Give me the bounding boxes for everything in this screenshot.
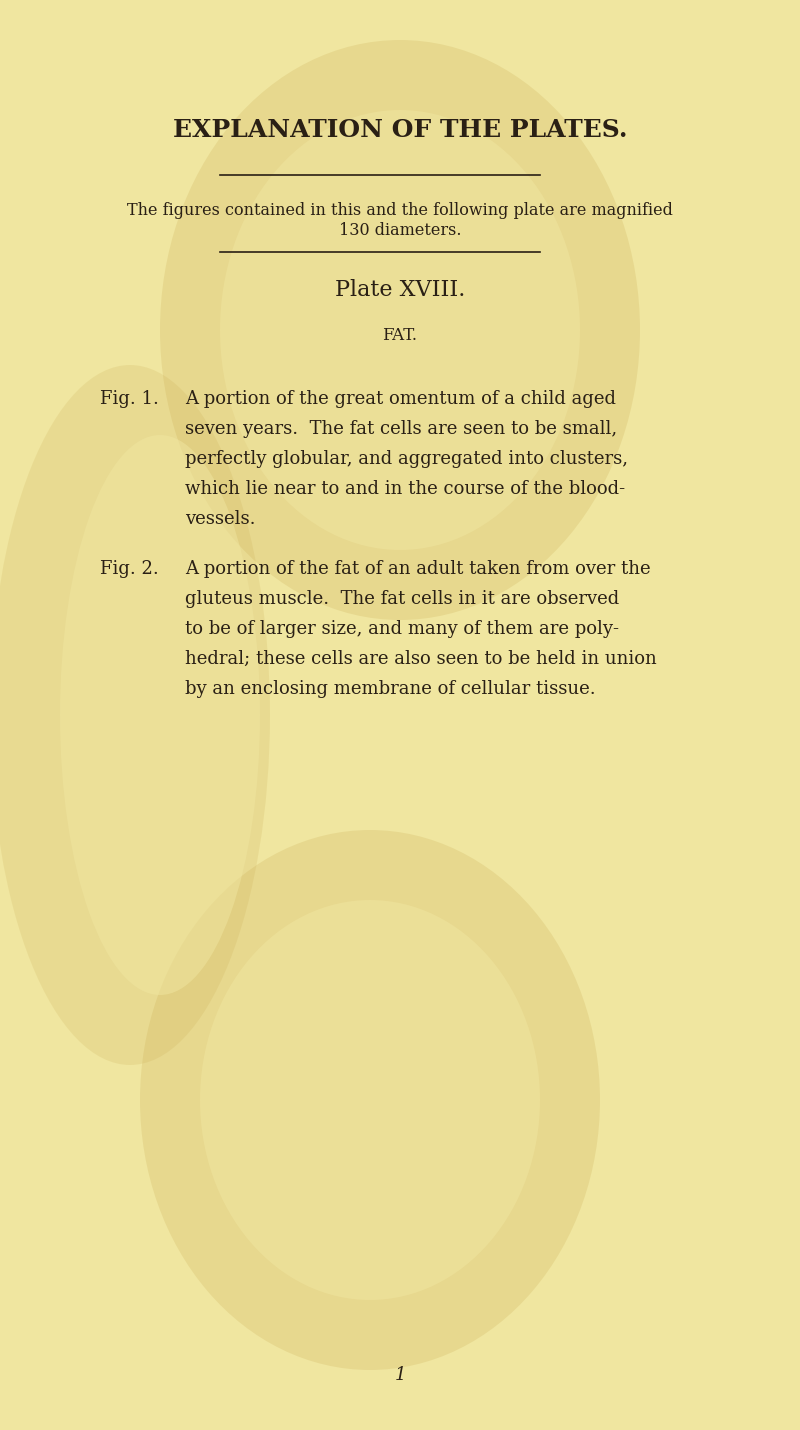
Text: Plate XVIII.: Plate XVIII. [335,279,465,300]
Text: seven years.  The fat cells are seen to be small,: seven years. The fat cells are seen to b… [185,420,617,438]
Ellipse shape [160,40,640,621]
Text: Fig. 1.: Fig. 1. [100,390,159,408]
Text: A portion of the fat of an adult taken from over the: A portion of the fat of an adult taken f… [185,561,650,578]
Text: which lie near to and in the course of the blood-: which lie near to and in the course of t… [185,480,625,498]
Text: 1: 1 [394,1366,406,1384]
Text: hedral; these cells are also seen to be held in union: hedral; these cells are also seen to be … [185,651,657,668]
Text: FAT.: FAT. [382,326,418,343]
Text: 130 diameters.: 130 diameters. [338,222,462,239]
Text: The figures contained in this and the following plate are magnified: The figures contained in this and the fo… [127,202,673,219]
Text: vessels.: vessels. [185,511,255,528]
Text: EXPLANATION OF THE PLATES.: EXPLANATION OF THE PLATES. [173,119,627,142]
Ellipse shape [140,829,600,1370]
Ellipse shape [200,899,540,1300]
Text: A portion of the great omentum of a child aged: A portion of the great omentum of a chil… [185,390,616,408]
Ellipse shape [60,435,260,995]
Text: gluteus muscle.  The fat cells in it are observed: gluteus muscle. The fat cells in it are … [185,591,619,608]
Text: perfectly globular, and aggregated into clusters,: perfectly globular, and aggregated into … [185,450,628,468]
Text: by an enclosing membrane of cellular tissue.: by an enclosing membrane of cellular tis… [185,681,596,698]
Ellipse shape [220,110,580,551]
Text: to be of larger size, and many of them are poly-: to be of larger size, and many of them a… [185,621,619,638]
Ellipse shape [0,365,270,1065]
Text: Fig. 2.: Fig. 2. [100,561,158,578]
